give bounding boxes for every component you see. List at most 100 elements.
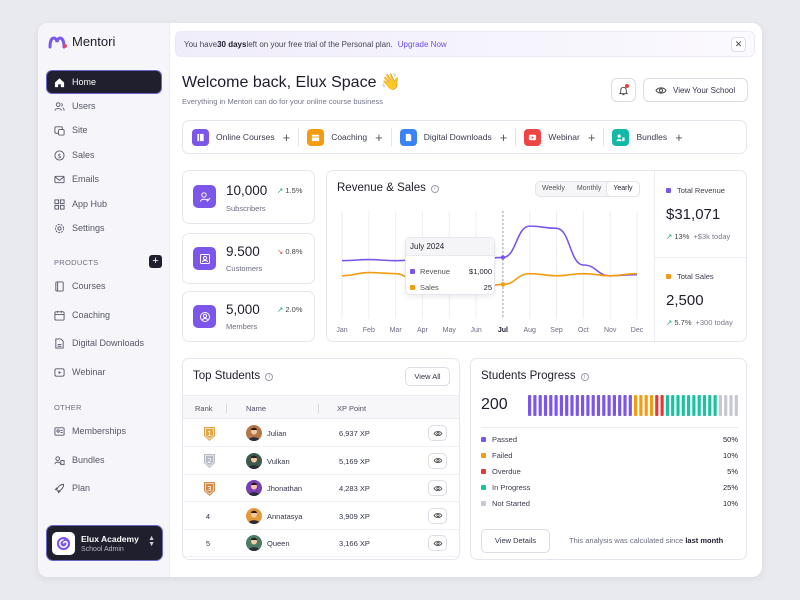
sidebar-item-site[interactable]: Site: [47, 119, 161, 141]
sidebar-item-app-hub[interactable]: App Hub: [47, 193, 161, 215]
sidebar-item-plan[interactable]: Plan: [47, 477, 161, 499]
progress-bar-chart: [528, 395, 738, 416]
arrow-down-icon: ↘: [277, 247, 284, 256]
total-sales-value: 2,500: [666, 292, 704, 309]
add-product-button[interactable]: +: [149, 255, 162, 268]
view-school-label: View Your School: [673, 85, 736, 95]
book-icon: [55, 280, 64, 292]
medal-icon: 2: [202, 454, 217, 469]
avatar: [246, 452, 262, 469]
sidebar-item-courses[interactable]: Courses: [47, 275, 161, 297]
sidebar-item-users[interactable]: Users: [47, 95, 161, 117]
quick-action-coaching[interactable]: Coaching +: [307, 121, 383, 153]
play-icon: [54, 367, 65, 377]
upgrade-link[interactable]: Upgrade Now: [397, 39, 447, 49]
close-banner-button[interactable]: ✕: [731, 37, 746, 52]
quick-action-digital-downloads[interactable]: Digital Downloads +: [399, 121, 507, 153]
stat-change: ↗ 1.5%: [277, 186, 303, 195]
progress-segment: [718, 395, 722, 416]
svg-text:2: 2: [207, 457, 211, 465]
progress-legend-item: Overdue 5%: [481, 467, 738, 476]
data-point: [500, 255, 506, 260]
sidebar-item-digital-downloads[interactable]: Digital Downloads: [47, 332, 161, 354]
view-details-button[interactable]: View Details: [481, 529, 550, 553]
progress-segment: [634, 395, 638, 416]
notification-button[interactable]: [611, 78, 636, 102]
arrow-up-icon: ↗: [277, 305, 284, 314]
bundle-icon: [54, 455, 65, 465]
chart-tooltip: July 2024 Revenue $1,000 Sales 25: [405, 237, 495, 295]
sidebar-item-home[interactable]: Home: [47, 71, 161, 93]
account-switcher[interactable]: Elux Academy School Admin ▲ ▼: [47, 526, 162, 560]
tab-yearly[interactable]: Yearly: [607, 182, 639, 196]
gear-icon: [54, 223, 65, 233]
table-row: 4 Annatasya 3,909 XP: [183, 503, 459, 530]
tooltip-title: July 2024: [406, 238, 494, 256]
sidebar-item-emails[interactable]: Emails: [47, 168, 161, 190]
view-student-button[interactable]: [428, 425, 447, 441]
progress-segment: [665, 395, 669, 416]
stat-value: 5,000: [226, 302, 260, 317]
student-xp: 4,283 XP: [339, 484, 370, 493]
total-revenue-value: $31,071: [666, 206, 721, 223]
progress-segment: [602, 395, 606, 416]
info-icon[interactable]: i: [430, 185, 439, 193]
view-student-button[interactable]: [428, 452, 447, 469]
stat-label: Subscribers: [226, 204, 266, 213]
progress-segment: [586, 395, 590, 416]
x-tick-label: Nov: [604, 327, 617, 334]
view-student-button[interactable]: [428, 507, 447, 524]
quick-action-online-courses[interactable]: Online Courses +: [192, 121, 290, 153]
view-school-button[interactable]: View Your School: [643, 78, 748, 102]
revenue-totals: Total Revenue $31,071 ↗ 13% +$3k today To…: [654, 171, 748, 343]
student-name: Jhonathan: [267, 484, 303, 493]
site-icon: [54, 125, 65, 136]
quick-action-label: Coaching: [331, 132, 368, 142]
subscriber-icon: [193, 185, 216, 208]
progress-segment: [559, 395, 563, 416]
progress-note: This analysis was calculated since last …: [569, 536, 724, 545]
close-icon: ✕: [734, 39, 743, 49]
eye-icon: [655, 86, 667, 94]
sidebar-item-label: Bundles: [72, 455, 105, 465]
progress-segment: [697, 395, 701, 416]
progress-segment: [734, 395, 738, 416]
sidebar-item-memberships[interactable]: Memberships: [47, 420, 161, 442]
progress-segment: [628, 395, 632, 416]
sidebar-item-label: Memberships: [72, 426, 127, 436]
quick-action-webinar[interactable]: Webinar +: [524, 121, 595, 153]
progress-legend-item: In Progress 25%: [481, 483, 738, 492]
rank-number: 4: [205, 511, 211, 521]
tab-monthly[interactable]: Monthly: [576, 185, 602, 192]
bundle-icon: [612, 128, 630, 146]
svg-text:1: 1: [207, 430, 211, 438]
users-icon: [54, 101, 65, 111]
sidebar-item-webinar[interactable]: Webinar: [47, 361, 161, 383]
progress-segment: [671, 395, 675, 416]
tab-weekly[interactable]: Weekly: [542, 185, 565, 192]
view-student-button[interactable]: [428, 480, 447, 496]
sidebar-item-settings[interactable]: Settings: [47, 217, 161, 239]
sidebar-item-sales[interactable]: $ Sales: [47, 144, 161, 166]
mail-icon: [54, 175, 65, 183]
x-tick-label: Mar: [390, 327, 403, 334]
sidebar-item-bundles[interactable]: Bundles: [47, 449, 161, 471]
stat-change: ↗ 2.0%: [277, 305, 303, 314]
rocket-icon: [54, 483, 65, 493]
view-all-button[interactable]: View All: [405, 367, 450, 386]
sidebar-item-label: App Hub: [72, 199, 108, 209]
progress-segment: [724, 395, 728, 416]
progress-segment: [729, 395, 733, 416]
view-student-button[interactable]: [428, 535, 447, 551]
info-icon[interactable]: i: [265, 373, 274, 381]
sidebar-item-coaching[interactable]: Coaching: [47, 304, 161, 326]
quick-action-label: Webinar: [548, 132, 580, 142]
logo[interactable]: Mentori: [48, 33, 115, 49]
plus-icon: +: [587, 129, 596, 145]
table-row: 2 Vulkan 5,169 XP: [183, 448, 459, 475]
info-icon[interactable]: i: [580, 373, 589, 381]
total-sales-label: Total Sales: [666, 272, 714, 281]
quick-action-bundles[interactable]: Bundles +: [612, 121, 683, 153]
x-tick-label: May: [443, 327, 457, 334]
progress-segment: [554, 395, 558, 416]
